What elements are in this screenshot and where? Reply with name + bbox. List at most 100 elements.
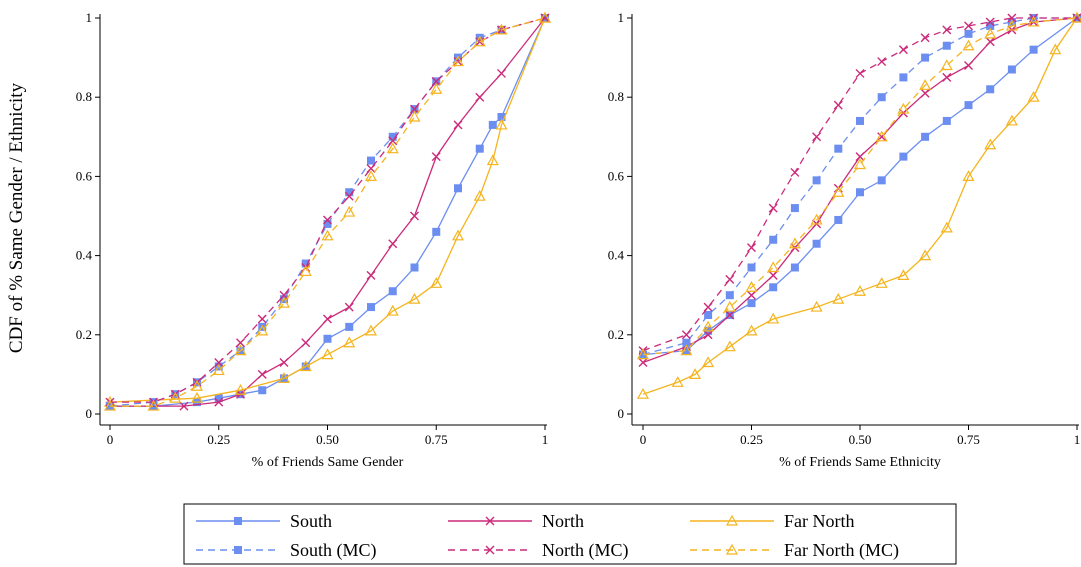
data-point	[855, 152, 865, 162]
data-point	[682, 346, 691, 355]
data-point	[212, 364, 225, 376]
data-point	[790, 167, 800, 177]
data-point	[497, 68, 506, 78]
x-tick-label: 0	[107, 432, 114, 447]
data-point	[790, 263, 799, 272]
data-point	[1007, 13, 1017, 23]
data-point	[877, 93, 886, 102]
legend-item-north: North	[448, 511, 584, 531]
x-tick-label: 0.75	[425, 432, 448, 447]
series-south	[639, 14, 1081, 359]
y-tick-label: 1	[618, 10, 625, 25]
data-point	[671, 376, 684, 387]
data-point	[810, 300, 823, 312]
data-point	[431, 152, 441, 162]
data-point	[899, 73, 908, 82]
data-point	[833, 100, 843, 110]
data-point	[964, 101, 973, 110]
data-point	[1005, 114, 1018, 126]
data-point	[190, 391, 204, 403]
series-far-north-mc	[636, 11, 1081, 360]
data-point	[256, 324, 269, 336]
data-point	[853, 158, 867, 170]
data-point	[877, 176, 886, 185]
x-tick-label: 1	[1074, 432, 1081, 447]
data-point	[1029, 45, 1038, 54]
data-point	[725, 274, 735, 284]
data-point	[790, 204, 799, 213]
data-point	[919, 249, 932, 261]
data-point	[1007, 65, 1016, 74]
data-point	[919, 79, 932, 90]
data-point	[723, 300, 736, 312]
data-point	[495, 23, 508, 35]
data-point	[745, 281, 758, 292]
data-point	[747, 243, 756, 253]
data-point	[214, 397, 224, 407]
y-tick-label: 0.6	[76, 168, 93, 183]
data-point	[214, 394, 223, 403]
data-point	[1027, 90, 1040, 102]
series-north-mc	[105, 13, 550, 407]
x-tick-label: 0.75	[957, 432, 980, 447]
y-tick-label: 0.6	[608, 168, 625, 183]
series-far-north	[103, 11, 552, 407]
x-tick-label: 0.50	[316, 432, 339, 447]
data-point	[410, 211, 419, 221]
data-point	[234, 344, 247, 356]
legend-item-south: South	[196, 511, 332, 531]
data-point	[475, 92, 485, 102]
legend-item-south-mc: South (MC)	[196, 540, 377, 561]
y-tick-label: 0	[618, 406, 625, 421]
legend-item-far-north-mc: Far North (MC)	[690, 540, 899, 561]
legend-marker	[485, 516, 495, 526]
data-point	[257, 369, 267, 379]
legend-box	[183, 503, 957, 565]
data-point	[921, 132, 930, 141]
data-point	[834, 215, 843, 224]
data-point	[875, 130, 888, 142]
data-point	[364, 170, 378, 181]
data-point	[386, 142, 399, 154]
data-point	[495, 118, 508, 130]
series-line-far-north	[642, 17, 1078, 395]
series-line-far-north	[109, 17, 546, 403]
legend-marker	[725, 514, 739, 526]
series-line-south	[110, 17, 546, 407]
data-point	[388, 136, 398, 146]
data-point	[301, 259, 310, 268]
data-point	[986, 21, 995, 30]
data-point	[473, 189, 486, 201]
data-point	[277, 296, 291, 308]
data-point	[344, 191, 354, 201]
legend-label: Far North	[784, 511, 855, 531]
data-point	[853, 285, 867, 296]
data-point	[147, 399, 160, 411]
data-point	[486, 154, 499, 166]
data-point	[1070, 11, 1081, 23]
y-tick-label: 0.8	[76, 89, 92, 104]
y-tick-label: 1	[86, 10, 93, 25]
data-point	[636, 387, 650, 399]
data-point	[897, 269, 910, 280]
x-axis-title: % of Friends Same Gender	[252, 455, 404, 470]
chart-panel-2: 0 0.2 0.4 0.6 0.8 1 0 0.25 0.50 0.75 1 % of Friends…	[608, 10, 1081, 470]
data-point	[410, 263, 419, 272]
data-point	[689, 368, 702, 379]
data-point	[323, 314, 332, 324]
legend-marker	[234, 517, 242, 525]
data-point	[942, 72, 952, 82]
data-point	[345, 322, 354, 331]
data-point	[920, 33, 930, 43]
chart-panel-1: 0 0.2 0.4 0.6 0.8 1 0 0.25 0.50 0.75 1 % of Friends…	[76, 10, 552, 470]
data-point	[747, 263, 756, 272]
data-point	[1072, 13, 1081, 23]
data-point	[279, 290, 289, 300]
y-tick-label: 0.8	[608, 89, 624, 104]
data-point	[723, 340, 736, 352]
data-point	[747, 290, 756, 300]
data-point	[430, 277, 443, 288]
data-point	[453, 120, 463, 130]
legend-label: South (MC)	[290, 540, 377, 561]
legend-label: Far North (MC)	[784, 540, 899, 561]
